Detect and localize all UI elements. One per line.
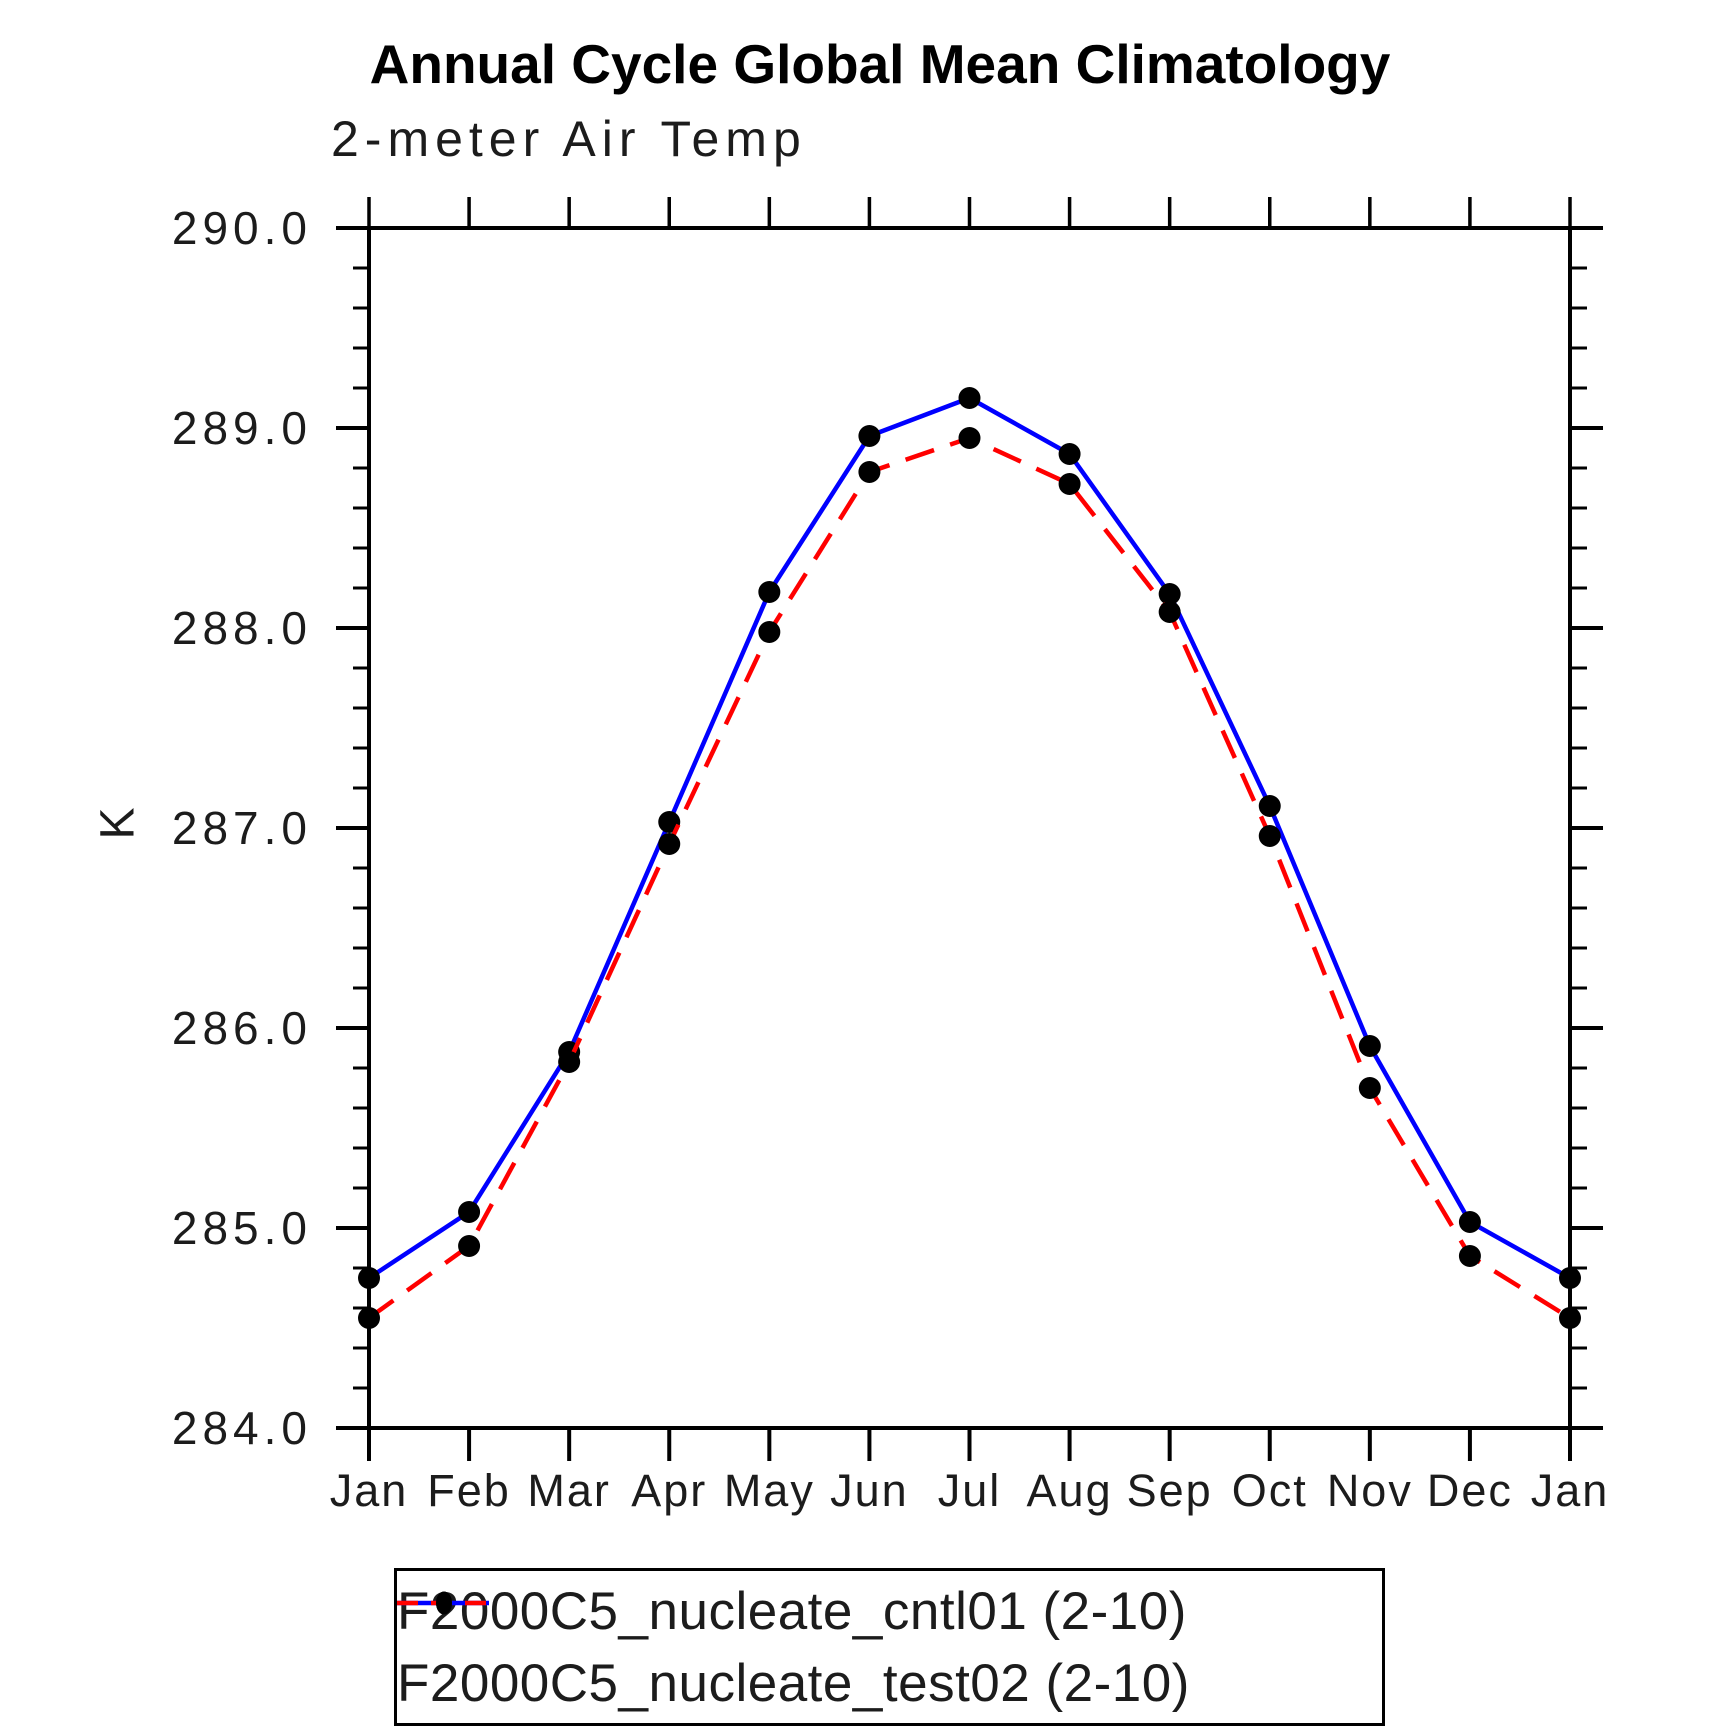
data-point-marker: [1458, 1211, 1481, 1233]
legend-label-cntl01: F2000C5_nucleate_cntl01 (2-10): [397, 1581, 1187, 1641]
x-tick-label: Jun: [830, 1465, 909, 1516]
data-point-marker: [458, 1201, 481, 1223]
x-tick-label: Aug: [1027, 1465, 1113, 1516]
y-tick-label: 287.0: [172, 802, 312, 854]
data-point-marker: [758, 581, 781, 603]
data-point-marker: [458, 1235, 481, 1257]
x-tick-label: Jan: [1531, 1465, 1610, 1516]
x-tick-label: Sep: [1127, 1465, 1213, 1516]
legend-label-test02: F2000C5_nucleate_test02 (2-10): [397, 1653, 1190, 1713]
data-point-marker: [1458, 1245, 1481, 1267]
x-tick-label: Jul: [938, 1465, 1002, 1516]
y-tick-label: 285.0: [172, 1202, 312, 1254]
x-tick-label: Apr: [631, 1465, 707, 1516]
data-point-marker: [1158, 601, 1181, 623]
x-tick-label: Dec: [1427, 1465, 1513, 1516]
data-point-marker: [1358, 1035, 1381, 1057]
y-axis-title: K: [91, 807, 145, 840]
data-point-marker: [1358, 1077, 1381, 1099]
data-point-marker: [858, 461, 881, 483]
data-point-marker: [1559, 1307, 1581, 1329]
x-tick-label: Nov: [1327, 1465, 1413, 1516]
data-point-marker: [1258, 795, 1281, 817]
data-point-marker: [358, 1307, 380, 1329]
legend: F2000C5_nucleate_cntl01 (2-10) F2000C5_n…: [394, 1568, 1385, 1726]
data-point-marker: [358, 1267, 380, 1289]
legend-item-test02: F2000C5_nucleate_test02 (2-10): [397, 1591, 1382, 1715]
y-tick-label: 288.0: [172, 602, 312, 654]
y-tick-label: 289.0: [172, 402, 312, 454]
x-tick-label: Jan: [330, 1465, 409, 1516]
data-point-marker: [1158, 583, 1181, 605]
x-tick-label: May: [724, 1465, 815, 1516]
y-tick-label: 286.0: [172, 1002, 312, 1054]
data-point-marker: [958, 387, 981, 409]
series-line-cntl01: [367, 395, 1572, 1280]
x-tick-label: Oct: [1232, 1465, 1308, 1516]
chart-subtitle: 2-meter Air Temp: [331, 111, 807, 167]
x-tick-label: Feb: [427, 1465, 511, 1516]
data-point-marker: [758, 621, 781, 643]
data-point-marker: [958, 427, 981, 449]
y-tick-label: 284.0: [172, 1402, 312, 1454]
data-point-marker: [1058, 473, 1081, 495]
data-point-marker: [1258, 825, 1281, 847]
data-point-marker: [1559, 1267, 1581, 1289]
series-line-test02: [367, 435, 1572, 1320]
y-tick-label: 290.0: [172, 202, 312, 254]
data-point-marker: [658, 833, 681, 855]
legend-item-cntl01: F2000C5_nucleate_cntl01 (2-10): [397, 1579, 1382, 1643]
data-point-marker: [1058, 443, 1081, 465]
data-point-marker: [558, 1051, 581, 1073]
data-point-marker: [858, 425, 881, 447]
legend-line-dashed-icon: [397, 1591, 489, 1615]
x-tick-label: Mar: [527, 1465, 611, 1516]
chart-title: Annual Cycle Global Mean Climatology: [369, 33, 1391, 95]
